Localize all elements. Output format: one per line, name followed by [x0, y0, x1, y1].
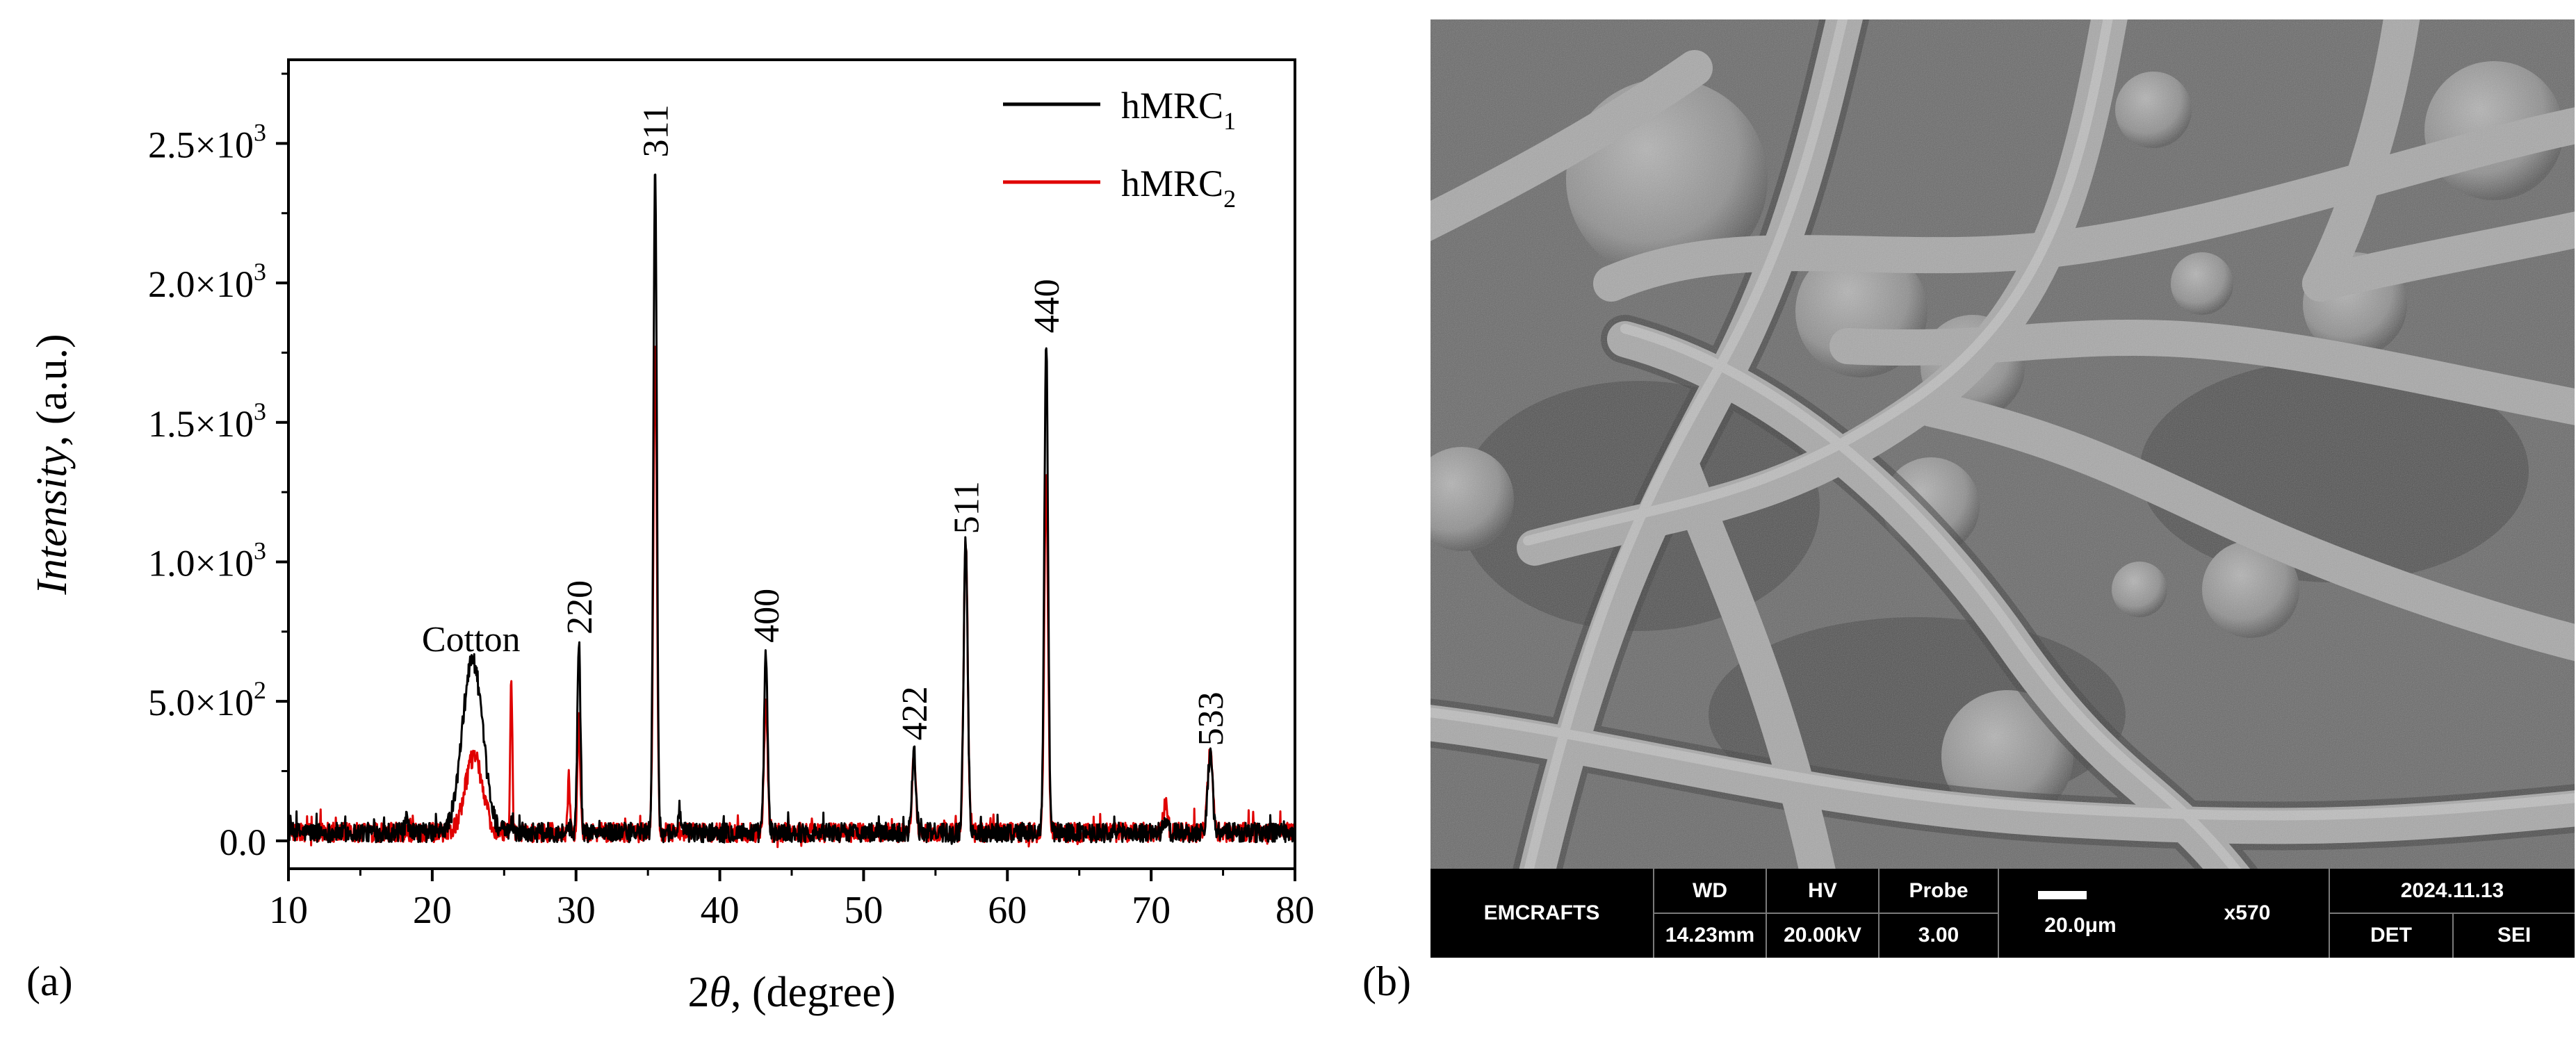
- x-tick-label: 20: [413, 889, 452, 932]
- x-axis-ticks: 10 20 30 40 50 60 70 80: [269, 869, 1314, 932]
- peak-label: 220: [560, 580, 600, 635]
- sem-hv-value: 20.00kV: [1784, 924, 1861, 947]
- legend-label: hMRC2: [1121, 163, 1236, 213]
- sem-det-value: SEI: [2497, 924, 2532, 947]
- plot-frame: [287, 58, 1296, 870]
- sem-scale-bar: [2038, 891, 2087, 899]
- legend: hMRC1 hMRC2: [1003, 85, 1236, 213]
- y-tick-label: 1.5×103: [148, 398, 266, 445]
- sem-wd-label: WD: [1693, 879, 1727, 902]
- y-tick-label: 2.5×103: [148, 118, 266, 165]
- panel-label-a: (a): [26, 958, 73, 1004]
- peak-label: 422: [895, 686, 935, 740]
- y-axis-ticks: 0.0 5.0×102 1.0×103 1.5×103 2.0×103 2.5×103: [148, 72, 288, 863]
- series-line-hmrc1: [288, 173, 1295, 845]
- x-axis-label: 2θ, (degree): [688, 969, 896, 1016]
- peak-label: Cotton: [422, 620, 521, 660]
- sem-scale-text: 20.0μm: [2044, 914, 2117, 937]
- series-lines: [288, 173, 1295, 849]
- x-tick-label: 70: [1132, 889, 1171, 932]
- x-tick-label: 10: [269, 889, 308, 932]
- sem-magnification: x570: [2224, 901, 2271, 924]
- sem-micrograph: [1430, 19, 2575, 869]
- peak-label: 400: [747, 589, 787, 643]
- y-tick-label: 1.0×103: [148, 537, 266, 584]
- y-tick-label: 2.0×103: [148, 258, 266, 305]
- sem-panel: EMCRAFTS WD 14.23mm HV 20.00kV Probe 3.0…: [1430, 19, 2575, 958]
- y-tick-label: 0.0: [220, 821, 267, 863]
- x-tick-label: 60: [988, 889, 1027, 932]
- peak-label: 311: [636, 104, 676, 157]
- x-tick-label: 80: [1275, 889, 1314, 932]
- x-tick-label: 30: [557, 889, 596, 932]
- sem-probe-label: Probe: [1909, 879, 1968, 902]
- series-line-hmrc2: [288, 345, 1295, 849]
- peak-label: 533: [1191, 692, 1231, 746]
- y-tick-label: 5.0×102: [148, 676, 266, 723]
- sem-probe-value: 3.00: [1918, 924, 1959, 947]
- sem-det-label: DET: [2370, 924, 2412, 947]
- sem-hv-label: HV: [1808, 879, 1837, 902]
- peak-annotations: Cotton 220 311 400 422 511 440 533: [422, 104, 1231, 746]
- peak-label: 440: [1027, 279, 1067, 333]
- y-axis-label: Intensity, (a.u.): [28, 334, 76, 595]
- sem-info-bar: EMCRAFTS WD 14.23mm HV 20.00kV Probe 3.0…: [1430, 869, 2575, 958]
- x-tick-label: 40: [701, 889, 740, 932]
- x-tick-label: 50: [844, 889, 883, 932]
- legend-label: hMRC1: [1121, 85, 1236, 135]
- peak-label: 511: [947, 481, 986, 534]
- sem-date: 2024.11.13: [2400, 879, 2504, 902]
- panel-label-b: (b): [1362, 958, 1411, 1004]
- sem-wd-value: 14.23mm: [1665, 924, 1755, 947]
- sem-brand: EMCRAFTS: [1483, 901, 1600, 924]
